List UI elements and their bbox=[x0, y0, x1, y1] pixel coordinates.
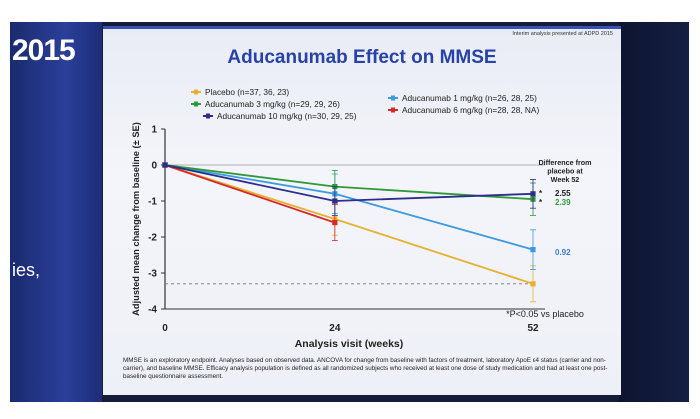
difference-header: Difference from placebo at Week 52 bbox=[538, 158, 591, 184]
y-tick-label: -4 bbox=[148, 305, 157, 316]
y-axis-label: Adjusted mean change from baseline (± SE… bbox=[131, 122, 141, 316]
significance-star: * bbox=[539, 189, 543, 198]
x-tick-label: 0 bbox=[162, 323, 168, 334]
side-text-fragment: ies, bbox=[12, 260, 41, 280]
series-line-3 bbox=[164, 164, 336, 224]
chart-series bbox=[162, 162, 536, 303]
y-tick-label: -1 bbox=[148, 197, 157, 208]
difference-value: 2.55 bbox=[555, 189, 571, 198]
slide: Interim analysis presented at ADPD 2015 … bbox=[103, 26, 621, 395]
x-axis-label: Analysis visit (weeks) bbox=[295, 338, 404, 350]
x-tick-label: 52 bbox=[527, 323, 539, 334]
legend-marker-2 bbox=[194, 101, 198, 107]
difference-value: 0.92 bbox=[555, 248, 571, 257]
banner-year: 2015 bbox=[12, 34, 76, 67]
mmse-line-chart: Placebo (n=37, 36, 23) Aducanumab 3 mg/kg… bbox=[131, 87, 592, 350]
data-point bbox=[530, 281, 536, 287]
right-dark-panel bbox=[619, 22, 689, 402]
y-tick-label: 0 bbox=[151, 161, 157, 172]
legend-marker-3 bbox=[391, 107, 395, 113]
y-tick-label: -2 bbox=[148, 233, 157, 244]
difference-value: 2.39 bbox=[555, 198, 571, 207]
x-tick-label: 24 bbox=[329, 323, 341, 334]
legend-label-3: Aducanumab 6 mg/kg (n=28, 28, NA) bbox=[402, 105, 539, 115]
significance-star: * bbox=[539, 198, 543, 207]
y-tick-label: -3 bbox=[148, 269, 157, 280]
y-tick-label: 1 bbox=[151, 125, 157, 136]
legend-marker-0 bbox=[194, 89, 198, 95]
data-point bbox=[530, 247, 536, 253]
chart-annotations: Difference from placebo at Week 52 * 2.55 * 2.… bbox=[506, 158, 591, 319]
data-point bbox=[162, 162, 168, 168]
legend-marker-1 bbox=[391, 95, 395, 101]
legend-marker-4 bbox=[206, 113, 210, 119]
legend-label-1: Aducanumab 1 mg/kg (n=26, 28, 25) bbox=[402, 93, 537, 103]
legend-label-0: Placebo (n=37, 36, 23) bbox=[205, 87, 289, 97]
legend-label-2: Aducanumab 3 mg/kg (n=29, 29, 26) bbox=[205, 99, 340, 109]
chart-axes: 1 0 -1 -2 -3 -4 0 24 52 Analysis visit (weeks) Adj… bbox=[131, 122, 545, 350]
top-note: Interim analysis presented at ADPD 2015 bbox=[512, 31, 613, 37]
legend-label-4: Aducanumab 10 mg/kg (n=30, 29, 25) bbox=[217, 111, 357, 121]
photo-frame: 2015 ies, Interim analysis presented at … bbox=[10, 22, 689, 402]
slide-footnote: MMSE is an exploratory endpoint. Analyse… bbox=[123, 357, 608, 380]
significance-note: *P<0.05 vs placebo bbox=[506, 309, 584, 319]
chart-legend: Placebo (n=37, 36, 23) Aducanumab 3 mg/kg… bbox=[191, 87, 539, 121]
data-point bbox=[530, 191, 536, 197]
left-conference-banner: 2015 ies, bbox=[10, 22, 102, 402]
slide-title: Aducanumab Effect on MMSE bbox=[227, 47, 497, 68]
data-point bbox=[332, 220, 338, 226]
series-line-1 bbox=[164, 164, 534, 251]
data-point bbox=[332, 198, 338, 204]
